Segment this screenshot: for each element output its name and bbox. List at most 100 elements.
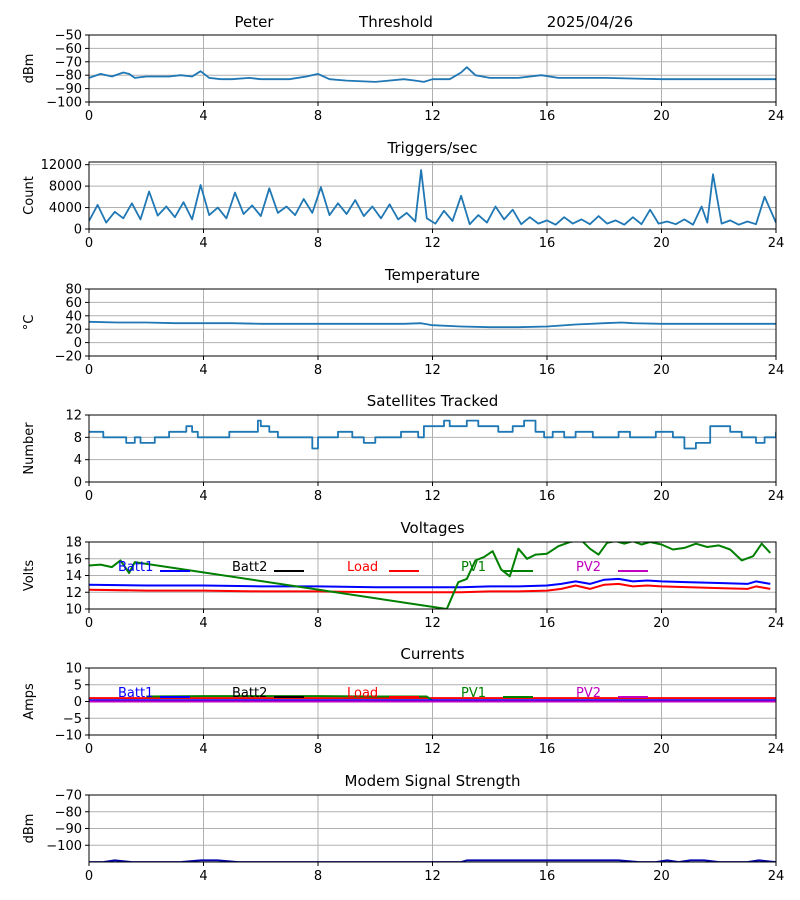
y-tick-label: 16 [65,552,82,567]
y-tick-label: 60 [65,296,82,311]
x-tick-label: 8 [314,109,322,124]
chart-modem-signal-strength: 0 4 8 12 16 20 24 −100 −90 −80−70 Modem Signal Str… [22,772,784,884]
y-tick-label: 0 [74,695,82,710]
y-tick-label: −10 [55,729,82,744]
x-tick-label: 8 [314,616,322,631]
chart-title: Triggers/sec [387,139,478,157]
x-tick-label: 4 [199,109,207,124]
series-line-satellites-tracked [89,419,776,450]
y-tick-label: 18 [65,536,82,551]
legend-label-pv1: PV1 [461,686,486,701]
x-tick-label: 20 [653,363,670,378]
y-tick-label: 5 [74,678,82,693]
y-tick-label: 12000 [41,158,82,173]
x-tick-label: 8 [314,489,322,504]
x-tick-label: 24 [768,363,785,378]
y-tick-label: 14 [65,569,82,584]
x-tick-label: 4 [199,869,207,884]
x-tick-label: 20 [653,616,670,631]
x-tick-label: 0 [85,363,93,378]
x-tick-label: 12 [424,742,441,757]
y-axis-label: °C [22,315,37,331]
chart-satellites-tracked: 0 4 8 12 16 20 24 0 4 8 12 Satellites Tracked Number [22,392,784,504]
legend-label-load: Load [347,560,378,575]
x-tick-label: 12 [424,616,441,631]
x-tick-label: 12 [424,869,441,884]
legend-label-pv1: PV1 [461,560,486,575]
y-tick-label: −100 [46,96,82,111]
y-tick-label: 8000 [49,180,82,195]
y-tick-label: −5 [63,712,82,727]
header-label: Threshold [358,13,433,31]
header-date: 2025/04/26 [547,13,633,31]
x-tick-label: 24 [768,489,785,504]
y-axis-label: Volts [22,560,37,592]
y-axis-label: dBm [22,814,37,844]
x-tick-label: 24 [768,616,785,631]
series-line-load [89,582,771,594]
x-tick-label: 16 [539,742,556,757]
x-tick-label: 16 [539,363,556,378]
chart-title: Voltages [400,519,464,537]
x-tick-label: 8 [314,363,322,378]
y-tick-label: 12 [65,586,82,601]
y-tick-label: 4 [74,453,82,468]
x-tick-label: 24 [768,236,785,251]
header: Peter Threshold 2025/04/26 [234,13,633,31]
y-axis-label: Amps [22,683,37,720]
x-tick-label: 8 [314,742,322,757]
y-tick-label: −50 [55,29,82,44]
y-tick-label: −70 [55,789,82,804]
x-tick-label: 12 [424,363,441,378]
legend-label-batt1: Batt1 [118,560,153,575]
y-tick-label: −70 [55,55,82,70]
chart-chart: 0 4 8 12 16 20 24 −100−90−80−70−60−50 dBm [22,29,784,125]
legend-label-pv2: PV2 [576,560,601,575]
x-tick-label: 16 [539,489,556,504]
y-tick-label: 40 [65,309,82,324]
y-tick-label: −20 [55,350,82,365]
x-tick-label: 20 [653,489,670,504]
x-tick-label: 20 [653,742,670,757]
x-tick-label: 0 [85,869,93,884]
y-axis-label: Count [22,176,37,215]
series-line-temperature [89,320,776,329]
legend-label-batt2: Batt2 [232,560,267,575]
series-line-triggers-sec [89,169,776,226]
y-tick-label: 80 [65,283,82,298]
x-tick-label: 4 [199,489,207,504]
x-tick-label: 12 [424,109,441,124]
legend-label-pv2: PV2 [576,686,601,701]
chart-title: Currents [400,645,464,663]
x-tick-label: 20 [653,869,670,884]
y-tick-label: 0 [74,223,82,238]
x-tick-label: 20 [653,236,670,251]
x-tick-label: 0 [85,616,93,631]
x-tick-label: 8 [314,869,322,884]
x-tick-label: 4 [199,363,207,378]
legend-label-load: Load [347,686,378,701]
x-tick-label: 16 [539,236,556,251]
chart-triggers-sec: 0 4 8 12 16 20 24 0 4000 8000 12000 Triggers/sec Cou… [22,139,784,251]
x-tick-label: 4 [199,616,207,631]
y-tick-label: −60 [55,42,82,57]
x-tick-label: 24 [768,109,785,124]
x-tick-label: 16 [539,109,556,124]
x-tick-label: 0 [85,236,93,251]
series-line-batt1 [89,577,771,589]
y-tick-label: −80 [55,805,82,820]
x-tick-label: 16 [539,869,556,884]
series-line-modem-signal-strength [89,859,776,862]
x-tick-label: 16 [539,616,556,631]
y-tick-label: −90 [55,82,82,97]
x-tick-label: 24 [768,869,785,884]
x-tick-label: 8 [314,236,322,251]
x-tick-label: 12 [424,236,441,251]
chart-title: Satellites Tracked [367,392,498,410]
x-tick-label: 0 [85,109,93,124]
legend-label-batt2: Batt2 [232,686,267,701]
